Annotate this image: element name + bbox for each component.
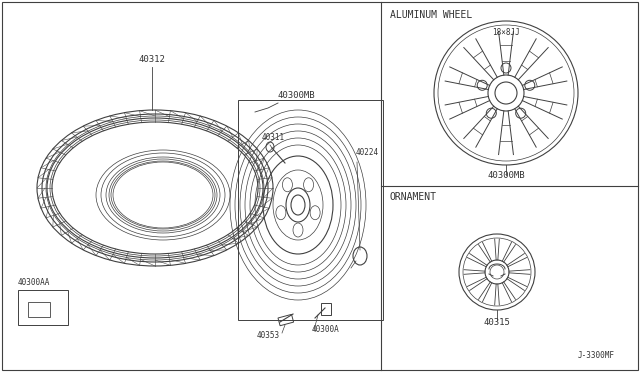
Text: 40224: 40224	[356, 148, 379, 157]
Bar	[18, 290, 68, 325]
Text: 40300AA: 40300AA	[18, 278, 51, 287]
Ellipse shape	[115, 164, 211, 226]
Text: 40300MB: 40300MB	[487, 171, 525, 180]
Text: ORNAMENT: ORNAMENT	[390, 192, 437, 202]
Bar	[238, 100, 383, 320]
Text: ALUMINUM WHEEL: ALUMINUM WHEEL	[390, 10, 472, 20]
Text: J-3300MF: J-3300MF	[578, 351, 615, 360]
Text: 40315: 40315	[484, 318, 511, 327]
Bar	[278, 314, 294, 326]
Bar	[321, 303, 331, 315]
Text: 40312: 40312	[139, 55, 165, 64]
Text: 40300A: 40300A	[312, 325, 340, 334]
Text: 40311: 40311	[262, 133, 285, 142]
Text: 40353: 40353	[257, 331, 280, 340]
Text: 18×8JJ: 18×8JJ	[492, 28, 520, 37]
Text: 40300MB: 40300MB	[278, 91, 316, 100]
Bar	[28, 302, 50, 317]
